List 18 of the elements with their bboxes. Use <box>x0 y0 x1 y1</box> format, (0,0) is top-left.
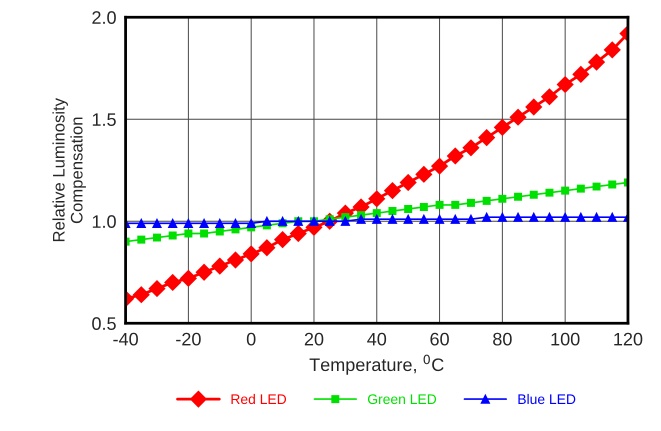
x-tick-label: 20 <box>304 332 324 346</box>
y-tick-label: 1.5 <box>92 113 116 126</box>
x-tick-label: 80 <box>493 332 512 346</box>
y-axis-title: Relative Luminosity Compensation <box>52 98 86 242</box>
x-tick-label: 60 <box>430 332 449 346</box>
y-tick-label: 2.0 <box>92 11 116 24</box>
x-axis-title: Temperature, $^{0}$C <box>310 354 444 375</box>
x-tick-label: 120 <box>614 332 642 346</box>
legend-label: Green LED <box>368 394 436 404</box>
y-tick-label: 1.0 <box>92 215 116 228</box>
x-tick-label: 40 <box>367 332 386 346</box>
x-tick-label: -40 <box>113 332 138 346</box>
legend-label: Blue LED <box>518 394 576 404</box>
x-tick-label: -20 <box>176 332 201 346</box>
legend-label: Red LED <box>231 394 286 404</box>
y-tick-label: 0.5 <box>92 317 116 330</box>
x-tick-label: 0 <box>246 332 256 346</box>
x-tick-label: 100 <box>551 332 580 346</box>
